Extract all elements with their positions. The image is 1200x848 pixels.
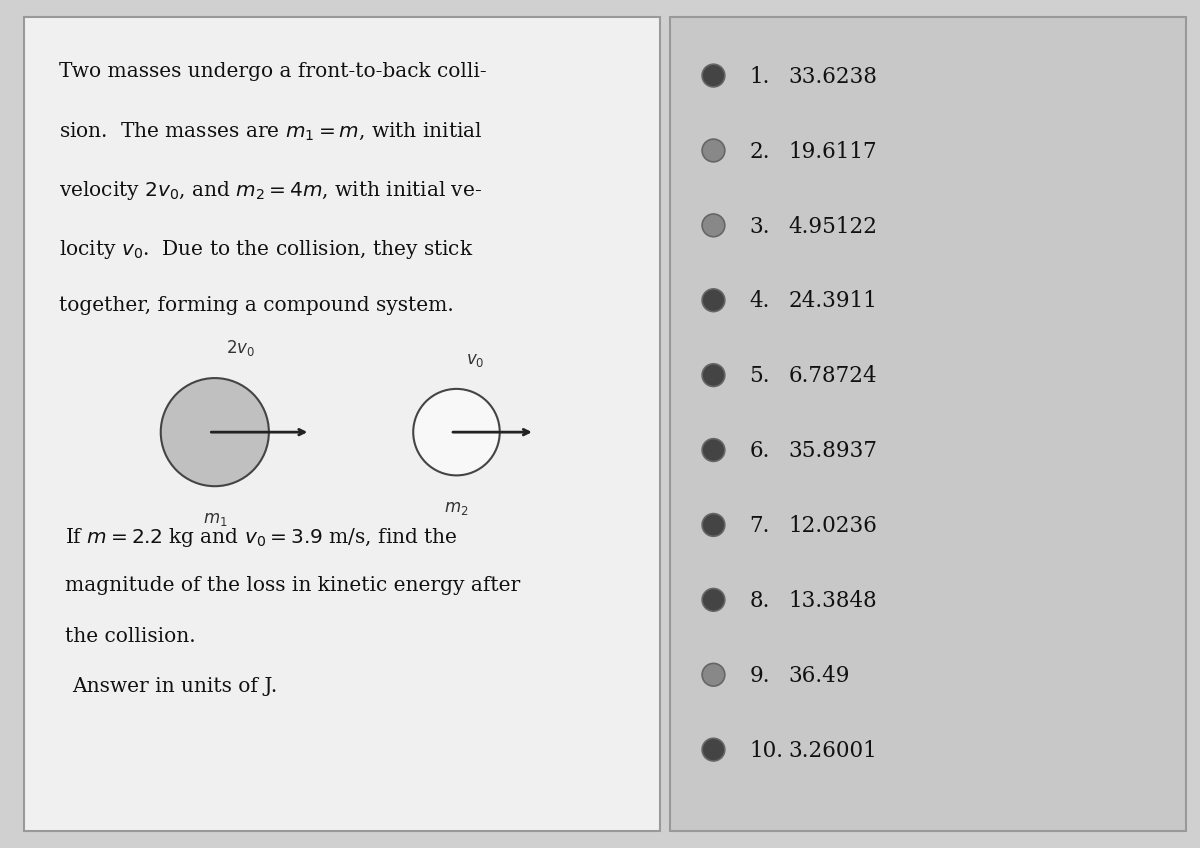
Text: 13.3848: 13.3848 [788, 590, 877, 612]
Ellipse shape [702, 663, 725, 686]
FancyBboxPatch shape [670, 17, 1186, 831]
Text: 6.: 6. [750, 440, 770, 462]
Text: 12.0236: 12.0236 [788, 516, 877, 537]
Text: $v_0$: $v_0$ [467, 352, 485, 369]
Text: 4.: 4. [750, 291, 770, 313]
Text: magnitude of the loss in kinetic energy after: magnitude of the loss in kinetic energy … [65, 577, 521, 595]
Ellipse shape [413, 389, 499, 476]
Text: 35.8937: 35.8937 [788, 440, 877, 462]
Text: velocity $2v_0$, and $m_2 = 4m$, with initial ve-: velocity $2v_0$, and $m_2 = 4m$, with in… [59, 179, 482, 202]
Ellipse shape [702, 438, 725, 461]
Text: 33.6238: 33.6238 [788, 66, 877, 88]
Ellipse shape [702, 214, 725, 237]
Ellipse shape [702, 64, 725, 87]
Ellipse shape [161, 378, 269, 486]
Text: 5.: 5. [750, 365, 770, 388]
Text: locity $v_0$.  Due to the collision, they stick: locity $v_0$. Due to the collision, they… [59, 237, 474, 260]
Ellipse shape [702, 364, 725, 387]
Text: 24.3911: 24.3911 [788, 291, 877, 313]
Text: Answer in units of J.: Answer in units of J. [72, 678, 277, 696]
Text: the collision.: the collision. [65, 627, 196, 645]
Text: 2.: 2. [750, 141, 770, 163]
Text: 10.: 10. [750, 739, 784, 762]
Text: 1.: 1. [750, 66, 770, 88]
Text: 36.49: 36.49 [788, 665, 850, 687]
Ellipse shape [702, 514, 725, 536]
Text: 6.78724: 6.78724 [788, 365, 877, 388]
Text: 4.95122: 4.95122 [788, 215, 877, 237]
Text: Two masses undergo a front-to-back colli-: Two masses undergo a front-to-back colli… [59, 62, 487, 81]
Ellipse shape [702, 739, 725, 761]
Text: 3.: 3. [750, 215, 770, 237]
Text: If $m = 2.2$ kg and $v_0 = 3.9$ m/s, find the: If $m = 2.2$ kg and $v_0 = 3.9$ m/s, fin… [65, 526, 458, 549]
Text: $2v_0$: $2v_0$ [226, 338, 254, 358]
Text: 3.26001: 3.26001 [788, 739, 877, 762]
Ellipse shape [702, 589, 725, 611]
Ellipse shape [702, 139, 725, 162]
Text: sion.  The masses are $m_1 = m$, with initial: sion. The masses are $m_1 = m$, with ini… [59, 120, 482, 142]
Text: $m_2$: $m_2$ [444, 499, 469, 516]
Text: 7.: 7. [750, 516, 770, 537]
FancyBboxPatch shape [24, 17, 660, 831]
Text: $m_1$: $m_1$ [203, 510, 227, 527]
Text: together, forming a compound system.: together, forming a compound system. [59, 296, 454, 315]
Text: 8.: 8. [750, 590, 770, 612]
Text: 9.: 9. [750, 665, 770, 687]
Ellipse shape [702, 289, 725, 311]
Text: 19.6117: 19.6117 [788, 141, 877, 163]
